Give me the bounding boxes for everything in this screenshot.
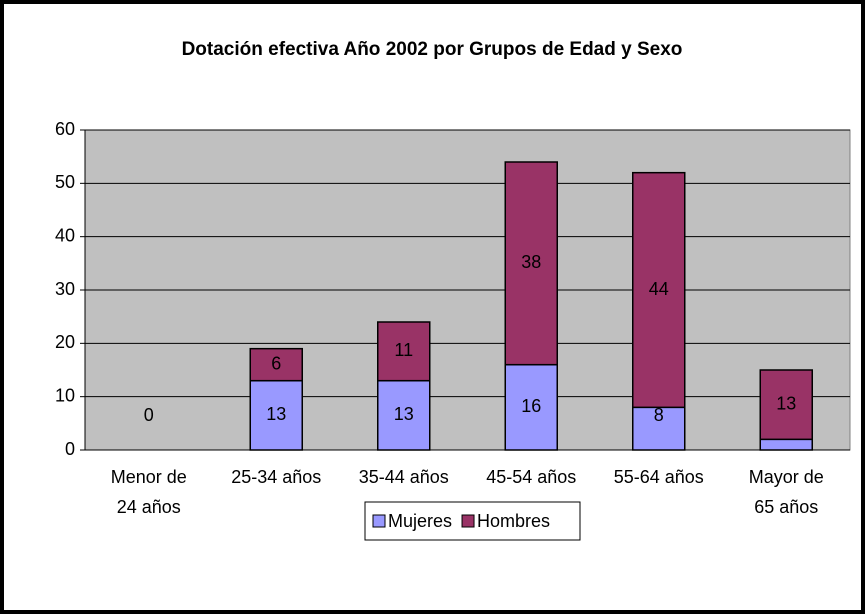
- bar-segment: [632, 406, 686, 451]
- y-tick-label: 40: [55, 225, 75, 245]
- data-label: 13: [266, 404, 286, 424]
- data-label: 13: [394, 404, 414, 424]
- y-tick-label: 0: [65, 439, 75, 459]
- bar-segment: [249, 379, 303, 451]
- bar-segment: [759, 369, 813, 441]
- x-tick-label: Menor de 24 años: [111, 467, 187, 517]
- y-tick-label: 20: [55, 332, 75, 352]
- bar-segment: [377, 379, 431, 451]
- x-tick-label: 55-64 años: [614, 467, 704, 487]
- legend-label: Hombres: [477, 511, 550, 531]
- data-label: 13: [776, 393, 796, 413]
- data-label: 38: [521, 252, 541, 272]
- x-tick-label: 45-54 años: [486, 467, 576, 487]
- data-label: 0: [144, 405, 154, 425]
- bar-segment: [504, 363, 558, 451]
- legend-swatch: [372, 514, 386, 528]
- chart-title: Dotación efectiva Año 2002 por Grupos de…: [182, 39, 683, 60]
- x-tick-label: Mayor de 65 años: [749, 467, 824, 517]
- bar-segment: [377, 321, 431, 382]
- y-tick-label: 60: [55, 119, 75, 139]
- legend-swatch: [461, 514, 475, 528]
- x-tick-label: 25-34 años: [231, 467, 321, 487]
- bar-segment: [504, 161, 558, 366]
- legend-label: Mujeres: [388, 511, 452, 531]
- bar-segment: [632, 171, 686, 409]
- data-label: 8: [654, 405, 664, 425]
- data-label: 44: [649, 279, 669, 299]
- data-label: 6: [271, 353, 281, 373]
- bar-segment: [249, 347, 303, 382]
- data-label: 16: [521, 396, 541, 416]
- y-tick-label: 50: [55, 172, 75, 192]
- x-tick-label: 35-44 años: [359, 467, 449, 487]
- data-label: 11: [394, 340, 413, 360]
- y-tick-label: 10: [55, 385, 75, 405]
- bar-segment: [759, 438, 813, 451]
- y-tick-label: 30: [55, 279, 75, 299]
